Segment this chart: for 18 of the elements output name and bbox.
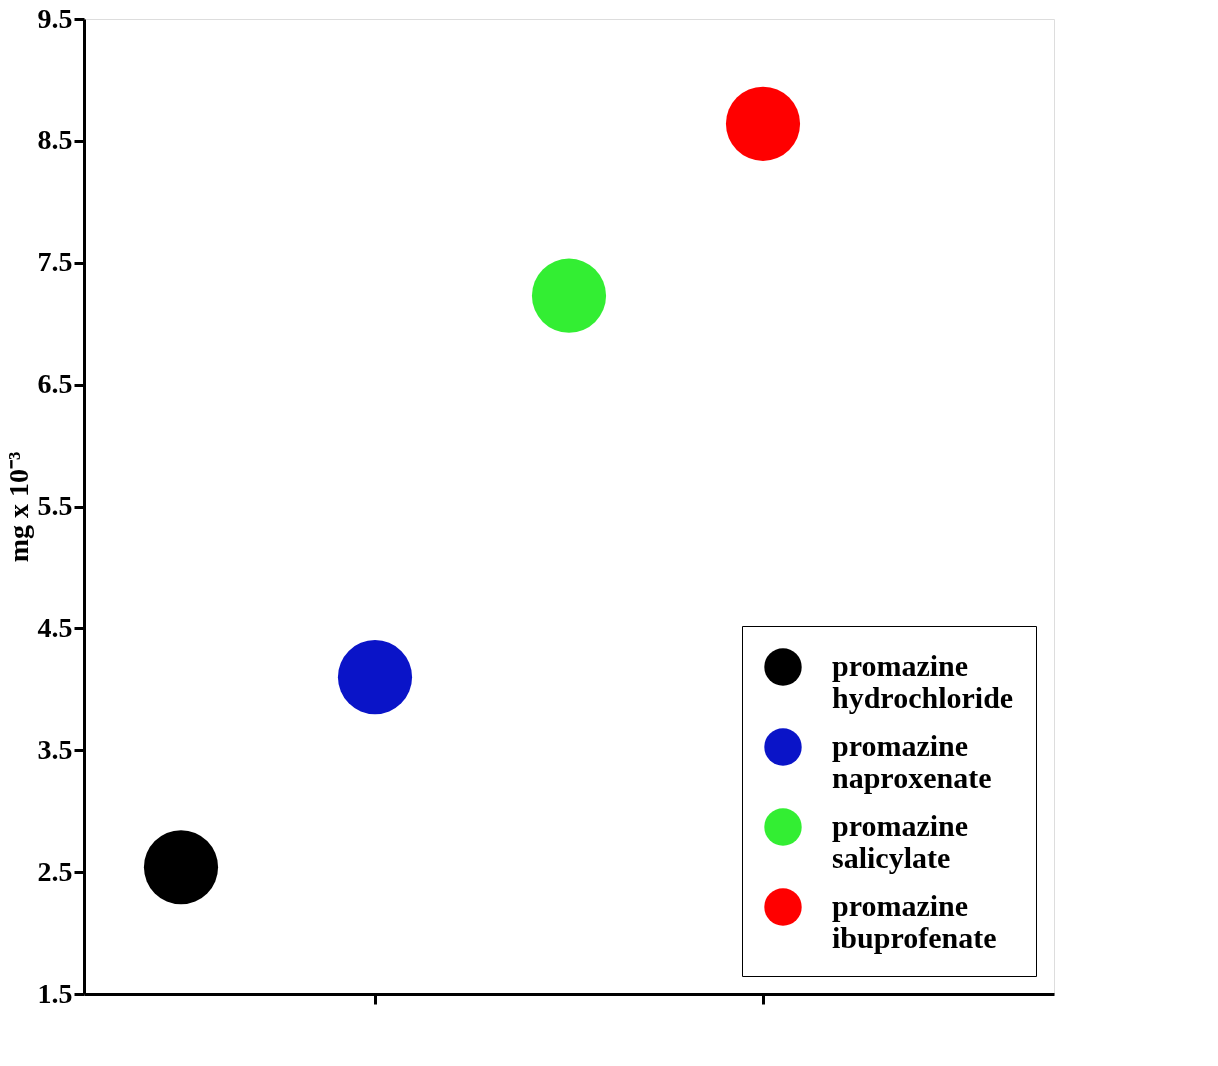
legend-label: promazine naproxenate (832, 729, 992, 794)
y-tick-label: 8.5 (37, 124, 73, 156)
y-tick-label: 3.5 (37, 733, 73, 765)
point (337, 640, 413, 715)
legend-label: promazine ibuprofenate (832, 889, 997, 954)
point (725, 86, 801, 161)
y-tick-label: 2.5 (37, 855, 73, 887)
point (531, 258, 607, 333)
legend-label: promazine hydrochloride (832, 649, 1014, 714)
y-tick-label: 4.5 (37, 611, 73, 643)
legend-label: promazine salicylate (832, 809, 969, 874)
y-tick-label: 1.5 (37, 977, 73, 1009)
y-tick-label: 9.5 (37, 2, 73, 34)
y-tick-label: 7.5 (37, 246, 73, 278)
y-tick-label: 6.5 (37, 368, 73, 400)
y-axis-title: mg x 10⁻³ (2, 451, 34, 563)
y-tick-label: 5.5 (37, 490, 73, 521)
point (143, 830, 219, 905)
